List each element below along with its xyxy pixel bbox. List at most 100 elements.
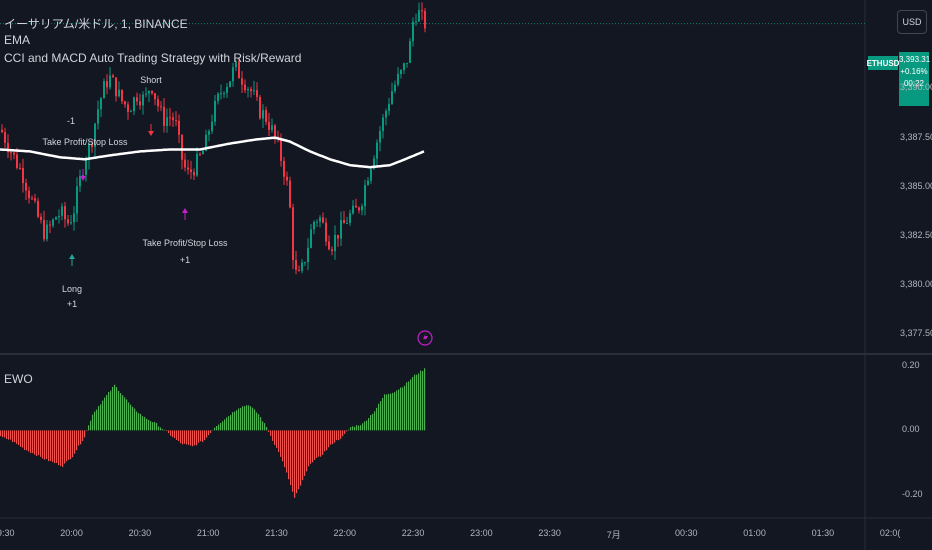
ewo-bar bbox=[372, 413, 374, 431]
ewo-bar bbox=[290, 430, 292, 486]
ewo-bar bbox=[234, 411, 236, 431]
ewo-bar bbox=[200, 430, 202, 442]
ewo-bar bbox=[180, 430, 182, 444]
long-qty-label: +1 bbox=[66, 299, 78, 309]
ewo-bar bbox=[186, 430, 188, 445]
candle-body bbox=[100, 98, 102, 110]
ema-indicator-label[interactable]: EMA bbox=[4, 33, 31, 47]
candle-body bbox=[112, 75, 114, 78]
candle-body bbox=[418, 10, 420, 22]
ewo-bar bbox=[210, 430, 212, 434]
ewo-pane-title[interactable]: EWO bbox=[4, 372, 33, 386]
candle-body bbox=[1, 129, 3, 133]
ewo-bar bbox=[72, 430, 74, 458]
candle-body bbox=[331, 249, 333, 252]
currency-button[interactable]: USD bbox=[897, 10, 927, 34]
candle-body bbox=[385, 111, 387, 118]
ewo-bar bbox=[38, 430, 40, 456]
candle-body bbox=[199, 153, 201, 155]
ewo-bar bbox=[142, 416, 144, 431]
ewo-bar bbox=[310, 430, 312, 464]
ewo-bar bbox=[402, 387, 404, 431]
ewo-bar bbox=[132, 406, 134, 431]
candle-body bbox=[310, 229, 312, 248]
candle-body bbox=[79, 175, 81, 187]
ewo-bar bbox=[56, 430, 58, 464]
ewo-bar bbox=[294, 430, 296, 498]
symbol-price-tag: ETHUSD bbox=[867, 56, 899, 70]
ewo-bar bbox=[168, 430, 170, 434]
ewo-bar bbox=[46, 430, 48, 459]
ewo-bar bbox=[112, 386, 114, 431]
candle-body bbox=[364, 184, 366, 207]
ewo-bar bbox=[398, 389, 400, 431]
price-tick-label: 3,385.00 bbox=[900, 180, 932, 191]
ewo-bar bbox=[0, 430, 2, 437]
time-tick-label: 22:00 bbox=[333, 528, 357, 538]
candle-body bbox=[4, 132, 6, 143]
ewo-bar bbox=[74, 430, 76, 454]
candle-body bbox=[421, 10, 423, 12]
ewo-bar bbox=[24, 430, 26, 450]
candle-body bbox=[232, 67, 234, 82]
candle-body bbox=[19, 167, 21, 169]
ewo-bar bbox=[2, 430, 4, 438]
candle-body bbox=[256, 90, 258, 97]
candle-body bbox=[400, 70, 402, 75]
ewo-bar bbox=[374, 411, 376, 431]
ewo-bar bbox=[214, 427, 216, 431]
candle-body bbox=[337, 234, 339, 239]
ewo-bar bbox=[30, 430, 32, 454]
ewo-bar bbox=[324, 430, 326, 452]
candle-body bbox=[58, 215, 60, 218]
ewo-bar bbox=[22, 430, 24, 448]
candle-body bbox=[187, 167, 189, 170]
ewo-bar bbox=[18, 430, 20, 446]
candle-body bbox=[226, 87, 228, 93]
ewo-bar bbox=[202, 430, 204, 442]
candle-body bbox=[49, 224, 51, 226]
time-tick-label: 20:30 bbox=[128, 528, 152, 538]
ewo-bar bbox=[320, 430, 322, 457]
candle-body bbox=[34, 198, 36, 201]
ewo-bar bbox=[406, 382, 408, 431]
candle-body bbox=[7, 142, 9, 153]
candle-body bbox=[301, 262, 303, 271]
candle-body bbox=[328, 241, 330, 250]
candle-body bbox=[196, 153, 198, 176]
candle-body bbox=[298, 269, 300, 271]
candle-body bbox=[13, 152, 15, 155]
ewo-bar bbox=[396, 390, 398, 431]
candle-body bbox=[229, 81, 231, 88]
price-tick-label: 3,380.00 bbox=[900, 279, 932, 290]
ewo-bar bbox=[120, 393, 122, 431]
candle-body bbox=[217, 93, 219, 101]
ewo-bar bbox=[6, 430, 8, 439]
candle-body bbox=[259, 96, 261, 119]
ewo-bar bbox=[104, 397, 106, 431]
candle-body bbox=[166, 117, 168, 127]
ewo-bar bbox=[230, 414, 232, 431]
strategy-label[interactable]: CCI and MACD Auto Trading Strategy with … bbox=[4, 51, 302, 65]
ewo-bar bbox=[116, 387, 118, 431]
candle-body bbox=[367, 180, 369, 185]
ewo-bar bbox=[228, 416, 230, 431]
candle-body bbox=[10, 152, 12, 154]
ewo-bar bbox=[266, 427, 268, 431]
ewo-bar bbox=[66, 430, 68, 462]
symbol-title[interactable]: イーサリアム/米ドル, 1, BINANCE bbox=[4, 17, 188, 31]
ewo-bar bbox=[134, 408, 136, 431]
ewo-bar bbox=[394, 392, 396, 431]
candle-body bbox=[115, 77, 117, 97]
ewo-bar bbox=[302, 430, 304, 481]
time-tick-label: 20:00 bbox=[60, 528, 83, 538]
candle-body bbox=[316, 221, 318, 223]
ewo-bar bbox=[272, 430, 274, 441]
candle-body bbox=[268, 121, 270, 130]
time-tick-label: 23:30 bbox=[538, 528, 561, 538]
candle-body bbox=[235, 61, 237, 68]
ewo-bar bbox=[318, 430, 320, 457]
ewo-bar bbox=[26, 430, 28, 451]
long-entry-arrow-stem bbox=[71, 259, 73, 266]
